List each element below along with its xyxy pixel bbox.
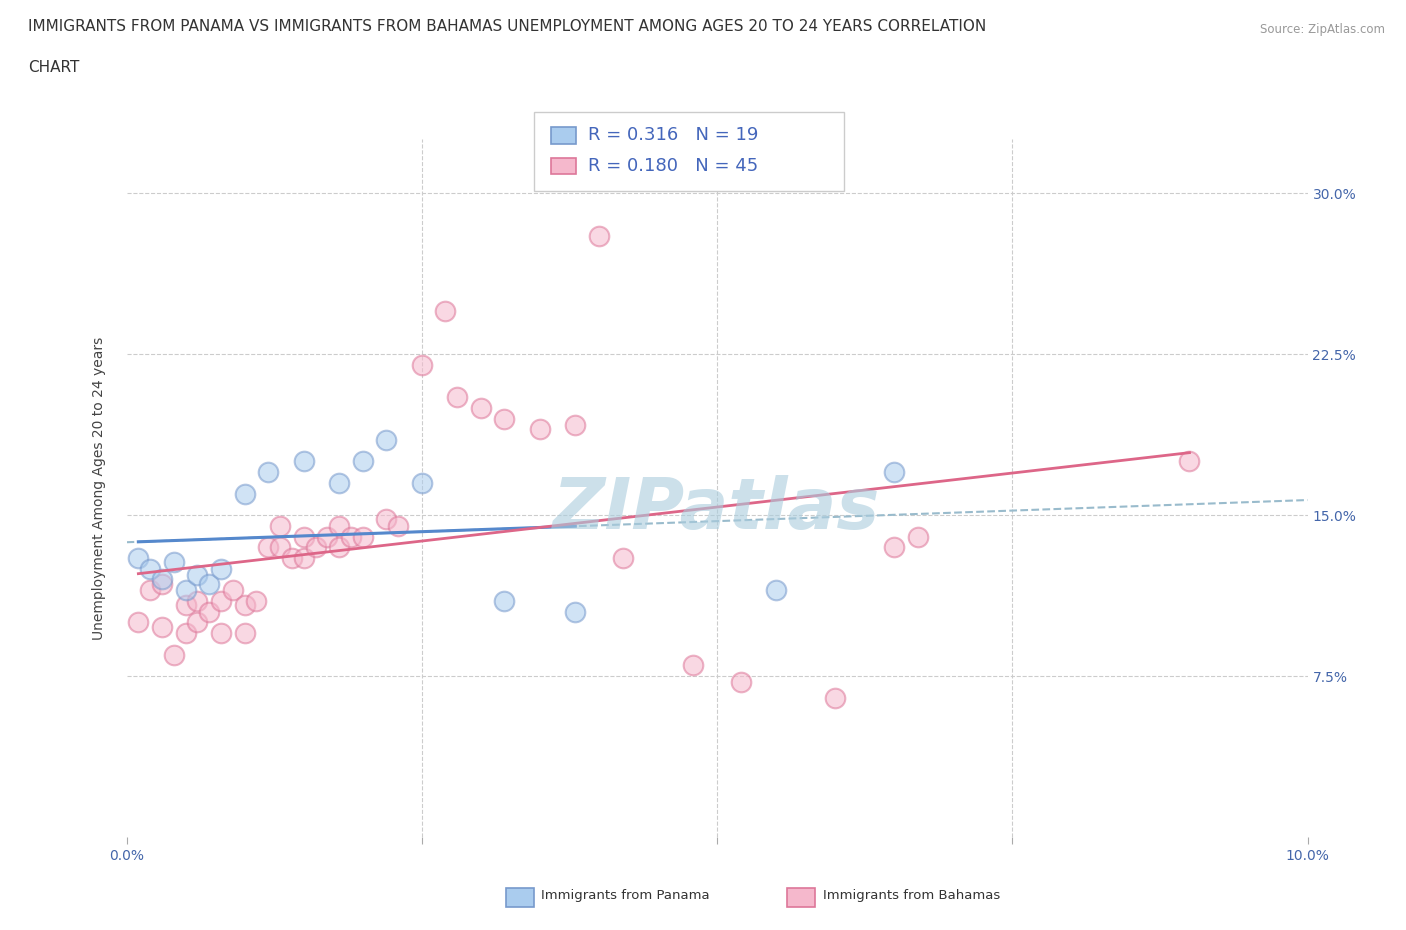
Point [233,486,256,501]
Text: CHART: CHART [28,60,80,75]
Point [612,551,634,565]
Point [1178,454,1201,469]
Point [186,615,208,630]
Point [883,539,905,554]
Point [127,615,149,630]
Y-axis label: Unemployment Among Ages 20 to 24 years: Unemployment Among Ages 20 to 24 years [91,337,105,640]
Point [222,583,245,598]
Text: IMMIGRANTS FROM PANAMA VS IMMIGRANTS FROM BAHAMAS UNEMPLOYMENT AMONG AGES 20 TO : IMMIGRANTS FROM PANAMA VS IMMIGRANTS FRO… [28,19,987,33]
Point [257,465,280,480]
Point [304,539,326,554]
Point [150,619,173,634]
Point [328,518,350,533]
Text: Immigrants from Panama: Immigrants from Panama [541,889,710,902]
Point [292,454,315,469]
Point [257,539,280,554]
Point [163,555,186,570]
Point [883,465,905,480]
Point [340,529,363,544]
Point [186,593,208,608]
Point [150,577,173,591]
Point [434,304,457,319]
Point [139,562,162,577]
Point [529,422,551,437]
Point [233,626,256,641]
Point [564,604,586,619]
Text: R = 0.180   N = 45: R = 0.180 N = 45 [588,157,758,175]
Point [352,529,374,544]
Point [446,390,468,405]
Point [174,626,197,641]
Point [269,539,291,554]
Point [186,567,208,582]
Point [292,529,315,544]
Point [387,518,409,533]
Point [245,593,267,608]
Point [824,690,846,705]
Point [174,583,197,598]
Point [209,593,232,608]
Point [907,529,929,544]
Point [163,647,186,662]
Point [682,658,704,672]
Point [564,418,586,432]
Point [328,475,350,490]
Point [269,518,291,533]
Point [588,229,610,244]
Point [494,411,516,426]
Point [281,551,304,565]
Point [352,454,374,469]
Point [233,598,256,613]
Point [375,512,398,526]
Point [730,675,752,690]
Point [470,400,492,415]
Point [292,551,315,565]
Point [765,583,787,598]
Point [328,539,350,554]
Text: ZIPatlas: ZIPatlas [554,474,880,544]
Point [209,626,232,641]
Point [316,529,339,544]
Point [174,598,197,613]
Point [139,583,162,598]
Point [150,572,173,587]
Text: Immigrants from Bahamas: Immigrants from Bahamas [823,889,1000,902]
Point [127,551,149,565]
Point [411,357,433,372]
Point [375,432,398,447]
Point [411,475,433,490]
Text: Source: ZipAtlas.com: Source: ZipAtlas.com [1260,23,1385,36]
Point [198,604,221,619]
Point [198,577,221,591]
Point [494,593,516,608]
Point [209,562,232,577]
Text: R = 0.316   N = 19: R = 0.316 N = 19 [588,126,758,144]
